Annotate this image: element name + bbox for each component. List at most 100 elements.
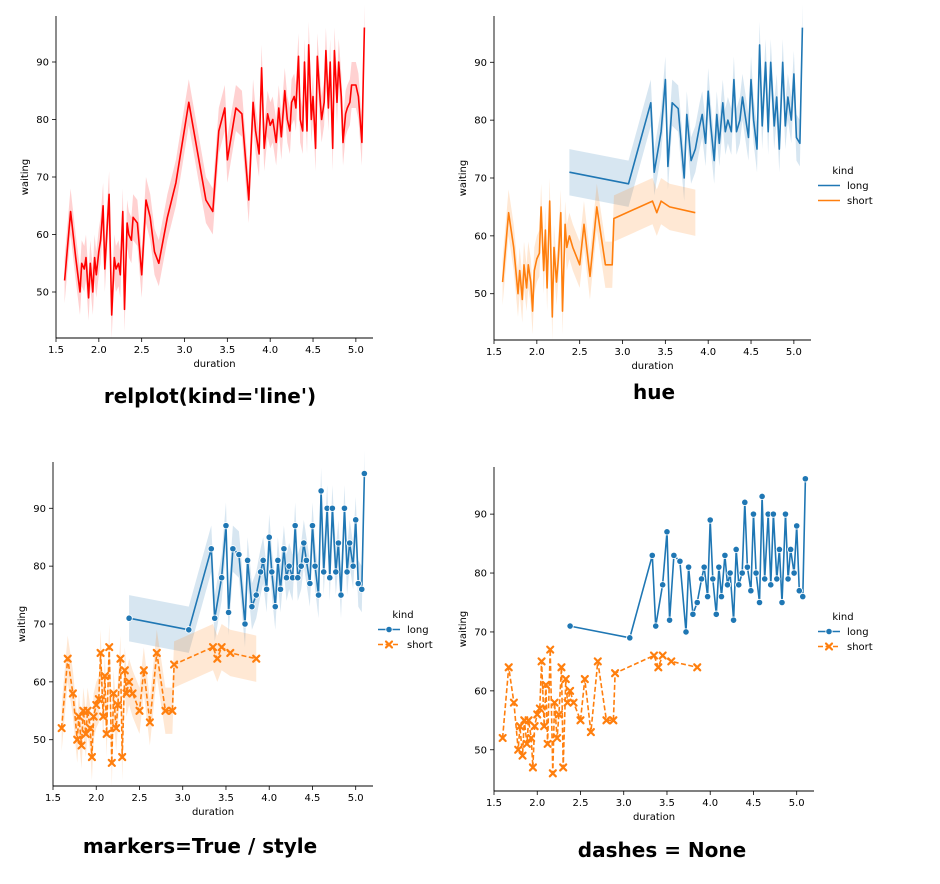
- marker-long: [311, 562, 319, 570]
- marker-short: [161, 706, 170, 715]
- x-tick-label: 2.0: [529, 347, 545, 358]
- marker-short: [89, 712, 98, 721]
- x-tick-label: 4.0: [702, 798, 718, 809]
- marker-short: [92, 700, 101, 710]
- marker-short: [602, 716, 611, 725]
- caption-markers-style: markers=True / style: [82, 834, 318, 858]
- marker-long: [743, 563, 752, 571]
- marker-long: [302, 556, 311, 564]
- marker-long: [697, 575, 706, 583]
- y-axis-label: waiting: [458, 611, 469, 647]
- marker-short: [514, 745, 523, 754]
- marker-short: [107, 758, 116, 767]
- marker-short: [145, 718, 154, 727]
- marker-short: [99, 712, 108, 721]
- x-tick-label: 2.5: [134, 345, 150, 356]
- chart-panel-2: 1.5 2.0 2.5 3.0 3.5 4.0 4.5 5.0 50 60 70 80 90 durati…: [458, 4, 873, 372]
- marker-short: [528, 763, 538, 772]
- marker-long: [280, 545, 288, 553]
- marker-short: [112, 724, 121, 733]
- marker-long: [665, 616, 674, 624]
- marker-short: [217, 643, 226, 652]
- marker-long: [717, 592, 726, 601]
- marker-long: [795, 587, 803, 595]
- marker-short: [550, 698, 559, 707]
- marker-long: [252, 591, 260, 599]
- legend-label-long: long: [847, 181, 869, 192]
- marker-short: [553, 733, 562, 743]
- marker-long: [314, 591, 323, 599]
- marker-long: [207, 545, 215, 553]
- marker-short: [546, 645, 555, 654]
- marker-short: [113, 700, 122, 710]
- y-tick-label: 50: [33, 735, 46, 746]
- marker-short: [610, 669, 620, 678]
- marker-short: [518, 751, 527, 760]
- series-long: [569, 4, 804, 207]
- marker-long: [271, 603, 279, 611]
- marker-short: [609, 716, 618, 725]
- marker-short: [548, 769, 557, 778]
- marker-long: [801, 475, 809, 483]
- marker-long: [790, 569, 798, 577]
- marker-long: [358, 585, 366, 593]
- marker-long: [235, 550, 243, 559]
- line-all: [63, 27, 366, 316]
- marker-long: [211, 614, 219, 622]
- marker-short: [139, 666, 148, 675]
- x-tick-label: 2.0: [529, 798, 545, 809]
- marker-long: [268, 568, 276, 576]
- marker-long: [222, 522, 230, 530]
- marker-long: [738, 569, 746, 577]
- y-tick-label: 80: [474, 569, 487, 580]
- marker-long: [352, 516, 360, 524]
- marker-long: [773, 575, 781, 583]
- y-tick-label: 80: [36, 115, 49, 126]
- marker-short: [504, 663, 513, 672]
- y-tick-label: 50: [36, 288, 49, 299]
- ci-band-all: [64, 4, 365, 338]
- chart-panel-3: 1.5 2.0 2.5 3.0 3.5 4.0 4.5 5.0 50 60 70 80 90 durati…: [17, 450, 433, 818]
- y-axis-label: waiting: [20, 159, 31, 195]
- marker-long: [282, 574, 291, 582]
- ci-band-long: [129, 450, 365, 653]
- marker-short: [540, 722, 549, 731]
- x-tick-label: 1.5: [48, 345, 64, 356]
- marker-short: [541, 680, 550, 690]
- marker-long: [332, 568, 340, 576]
- marker-long: [648, 551, 656, 559]
- x-axis-label: duration: [193, 359, 235, 370]
- marker-long: [259, 556, 267, 564]
- marker-long: [652, 622, 660, 630]
- legend: kind long short: [818, 612, 873, 653]
- marker-short: [533, 710, 542, 719]
- series-short: [498, 645, 702, 778]
- marker-short: [125, 677, 134, 686]
- y-tick-label: 90: [36, 58, 49, 69]
- series-short: [57, 624, 261, 786]
- ci-band-short: [502, 178, 696, 340]
- marker-long: [343, 568, 351, 576]
- marker-short: [96, 648, 105, 658]
- marker-long: [340, 504, 349, 512]
- marker-short: [226, 648, 235, 658]
- marker-short: [654, 663, 663, 672]
- legend: kind long short: [818, 166, 873, 207]
- x-tick-label: 5.0: [348, 345, 364, 356]
- x-tick-label: 5.0: [348, 793, 364, 804]
- x-tick-label: 3.5: [659, 798, 675, 809]
- marker-short: [593, 657, 602, 666]
- marker-long: [317, 487, 325, 495]
- marker-long: [793, 522, 801, 530]
- marker-long: [761, 575, 769, 583]
- marker-short: [252, 654, 261, 663]
- marker-short: [535, 704, 544, 713]
- marker-short: [168, 706, 177, 715]
- marker-long: [689, 610, 697, 618]
- series-long: [566, 475, 809, 642]
- marker-short: [94, 695, 103, 704]
- marker-short: [122, 689, 131, 698]
- marker-long: [285, 562, 293, 570]
- marker-long: [566, 622, 574, 630]
